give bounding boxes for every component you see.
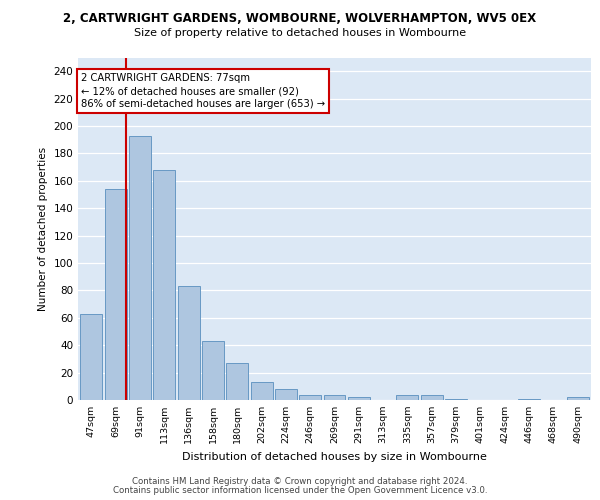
- Bar: [105, 189, 127, 400]
- Bar: [445, 398, 467, 400]
- Bar: [129, 136, 151, 400]
- Bar: [202, 341, 224, 400]
- Text: 2, CARTWRIGHT GARDENS, WOMBOURNE, WOLVERHAMPTON, WV5 0EX: 2, CARTWRIGHT GARDENS, WOMBOURNE, WOLVER…: [64, 12, 536, 26]
- Bar: [518, 398, 540, 400]
- Bar: [251, 382, 272, 400]
- Text: 2 CARTWRIGHT GARDENS: 77sqm
← 12% of detached houses are smaller (92)
86% of sem: 2 CARTWRIGHT GARDENS: 77sqm ← 12% of det…: [80, 73, 325, 110]
- Bar: [154, 170, 175, 400]
- Bar: [275, 389, 297, 400]
- Bar: [226, 363, 248, 400]
- Bar: [348, 398, 370, 400]
- Bar: [80, 314, 103, 400]
- Bar: [421, 394, 443, 400]
- Bar: [397, 394, 418, 400]
- Text: Contains public sector information licensed under the Open Government Licence v3: Contains public sector information licen…: [113, 486, 487, 495]
- Bar: [323, 394, 346, 400]
- Bar: [566, 398, 589, 400]
- Bar: [178, 286, 200, 400]
- Text: Contains HM Land Registry data © Crown copyright and database right 2024.: Contains HM Land Registry data © Crown c…: [132, 477, 468, 486]
- Y-axis label: Number of detached properties: Number of detached properties: [38, 146, 48, 311]
- X-axis label: Distribution of detached houses by size in Wombourne: Distribution of detached houses by size …: [182, 452, 487, 462]
- Text: Size of property relative to detached houses in Wombourne: Size of property relative to detached ho…: [134, 28, 466, 38]
- Bar: [299, 394, 321, 400]
